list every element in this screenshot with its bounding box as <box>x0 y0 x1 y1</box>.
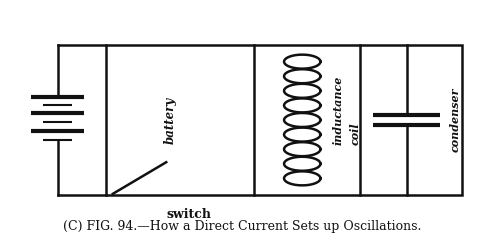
Bar <box>106 45 462 195</box>
Text: battery: battery <box>164 96 177 144</box>
Text: switch: switch <box>166 208 212 221</box>
Text: condenser: condenser <box>450 88 461 152</box>
Text: coil: coil <box>349 123 360 145</box>
Text: inductance: inductance <box>333 76 343 145</box>
Text: (C) FIG. 94.—How a Direct Current Sets up Oscillations.: (C) FIG. 94.—How a Direct Current Sets u… <box>63 220 421 233</box>
